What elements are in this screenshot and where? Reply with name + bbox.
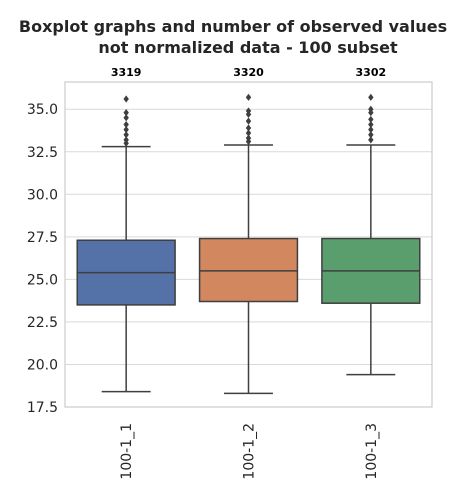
box-0 — [76, 95, 176, 393]
outlier-point-1 — [368, 131, 374, 139]
outlier-point-4 — [245, 117, 252, 125]
y-tick-label-3: 25.0 — [27, 272, 58, 288]
count-label-2: 3302 — [356, 66, 387, 79]
outlier-point-6 — [245, 107, 252, 115]
x-tick-label-2: 100-1_3 — [364, 423, 380, 480]
count-label-1: 3320 — [233, 66, 264, 79]
outlier-point-3 — [368, 120, 374, 129]
y-axis-ticks: 17.5 20.0 22.5 25.0 27.5 30.0 32.5 35.0 — [27, 102, 58, 416]
plot-frame — [64, 81, 433, 408]
outlier-point-1 — [123, 136, 129, 144]
x-tick-label-0: 100-1_1 — [119, 423, 135, 480]
y-tick-label-7: 35.0 — [27, 102, 58, 118]
box-1 — [198, 93, 299, 395]
count-labels: 3319 3320 3302 — [111, 66, 386, 79]
boxes — [76, 93, 421, 395]
iqr-box — [198, 237, 299, 303]
outlier-point-1 — [245, 134, 252, 142]
y-tick-label-4: 27.5 — [27, 230, 58, 246]
outlier-point-6 — [368, 105, 374, 113]
outlier-point-6 — [123, 109, 129, 117]
chart-title-line-2: not normalized data - 100 subset — [98, 38, 398, 57]
box-2 — [321, 93, 421, 376]
outlier-point-7 — [368, 93, 374, 101]
count-label-0: 3319 — [111, 66, 142, 79]
outlier-point-2 — [245, 129, 252, 137]
y-tick-label-6: 32.5 — [27, 145, 58, 161]
y-tick-label-1: 20.0 — [27, 357, 58, 373]
outlier-point-3 — [245, 124, 252, 132]
outlier-point-5 — [123, 114, 129, 122]
outlier-point-4 — [368, 115, 374, 124]
y-tick-label-2: 22.5 — [27, 315, 58, 331]
outlier-point-2 — [368, 126, 374, 134]
outlier-point-0 — [368, 136, 374, 144]
outlier-point-4 — [123, 120, 129, 129]
outlier-point-3 — [123, 126, 129, 134]
x-axis-ticks: 100-1_1 100-1_2 100-1_3 — [119, 423, 380, 480]
y-tick-label-0: 17.5 — [27, 400, 58, 416]
outlier-point-2 — [123, 131, 129, 139]
x-tick-label-1: 100-1_2 — [242, 423, 258, 480]
y-tick-label-5: 30.0 — [27, 187, 58, 203]
chart-title-line-1: Boxplot graphs and number of observed va… — [19, 17, 447, 36]
outlier-point-7 — [123, 95, 129, 103]
outlier-point-7 — [245, 93, 252, 101]
